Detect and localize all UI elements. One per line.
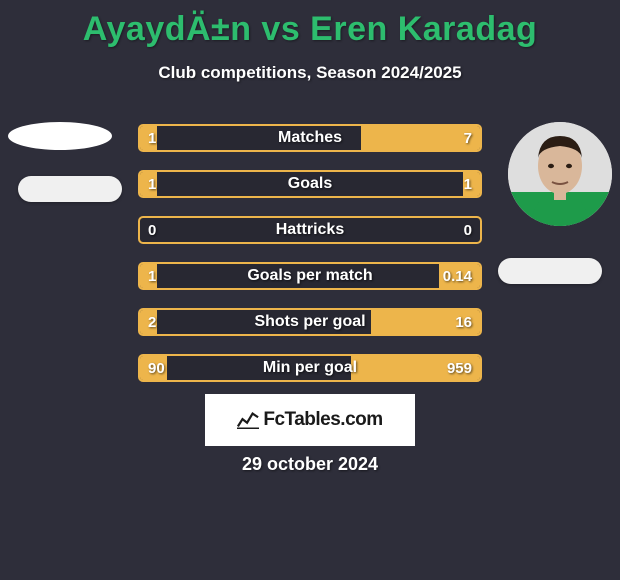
player-left-name-pill: [18, 176, 122, 202]
subtitle: Club competitions, Season 2024/2025: [0, 63, 620, 83]
stat-row: 90Min per goal959: [138, 354, 482, 382]
player-right-name-pill: [498, 258, 602, 284]
stat-value-right: 7: [464, 126, 472, 150]
stat-row: 0Hattricks0: [138, 216, 482, 244]
stat-label: Min per goal: [140, 356, 480, 380]
avatar-left-placeholder: [8, 122, 112, 150]
stat-value-right: 16: [455, 310, 472, 334]
avatar-right: [508, 122, 612, 226]
logo-text: FcTables.com: [263, 409, 382, 431]
player-right-portrait-icon: [508, 122, 612, 226]
stat-label: Hattricks: [140, 218, 480, 242]
stat-value-right: 959: [447, 356, 472, 380]
stat-label: Matches: [140, 126, 480, 150]
stat-label: Goals per match: [140, 264, 480, 288]
page-title: AyaydÄ±n vs Eren Karadag: [0, 0, 620, 49]
stat-value-right: 0: [464, 218, 472, 242]
stat-row: 1Matches7: [138, 124, 482, 152]
date-text: 29 october 2024: [0, 454, 620, 475]
stats-panel: 1Matches71Goals10Hattricks01Goals per ma…: [138, 124, 482, 400]
comparison-card: AyaydÄ±n vs Eren Karadag Club competitio…: [0, 0, 620, 580]
stat-row: 1Goals1: [138, 170, 482, 198]
stat-row: 2Shots per goal16: [138, 308, 482, 336]
source-logo: FcTables.com: [205, 394, 415, 446]
chart-icon: [237, 410, 259, 430]
stat-label: Goals: [140, 172, 480, 196]
stat-value-right: 1: [464, 172, 472, 196]
stat-value-right: 0.14: [443, 264, 472, 288]
stat-row: 1Goals per match0.14: [138, 262, 482, 290]
stat-label: Shots per goal: [140, 310, 480, 334]
